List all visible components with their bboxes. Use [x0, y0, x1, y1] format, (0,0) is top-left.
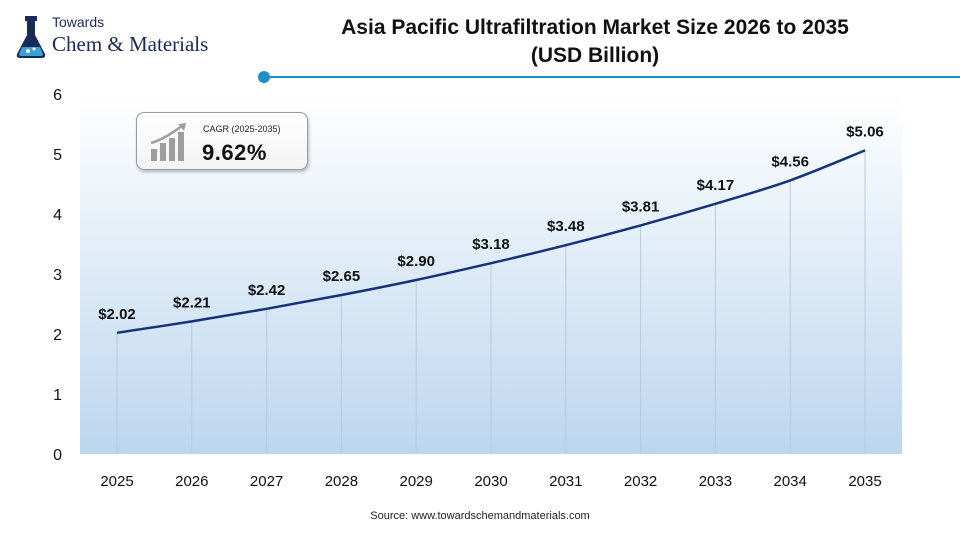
x-tick-label: 2032: [624, 473, 657, 490]
cagr-value: 9.62%: [202, 140, 267, 165]
data-label: $4.56: [771, 153, 809, 170]
chart-title: Asia Pacific Ultrafiltration Market Size…: [262, 14, 928, 70]
data-label: $2.42: [248, 282, 286, 299]
logo-text-chem-materials: Chem & Materials: [52, 32, 209, 56]
data-label: $4.17: [697, 177, 735, 194]
y-tick-label: 6: [53, 87, 62, 104]
x-tick-label: 2033: [699, 473, 732, 490]
x-tick-label: 2027: [250, 473, 283, 490]
x-tick-label: 2034: [774, 473, 807, 490]
data-label: $2.65: [323, 268, 361, 285]
chart-title-line2: (USD Billion): [530, 44, 660, 67]
header-rule-line: [270, 76, 960, 78]
y-tick-label: 4: [53, 207, 62, 224]
data-label: $3.81: [622, 198, 660, 215]
data-label: $2.90: [397, 253, 435, 270]
y-tick-label: 5: [53, 147, 62, 164]
chart-title-line1: Asia Pacific Ultrafiltration Market Size…: [341, 16, 849, 39]
x-tick-label: 2031: [549, 473, 582, 490]
data-label: $3.18: [472, 236, 510, 253]
y-tick-label: 2: [53, 327, 62, 344]
logo-text-towards: Towards: [52, 14, 105, 30]
data-label: $5.06: [846, 123, 884, 140]
x-tick-label: 2035: [848, 473, 881, 490]
brand-logo: Towards Chem & Materials: [14, 12, 254, 68]
x-tick-label: 2029: [400, 473, 433, 490]
data-label: $3.48: [547, 218, 585, 235]
x-tick-label: 2026: [175, 473, 208, 490]
bar-growth-arrow-icon: [150, 123, 186, 161]
y-tick-label: 1: [53, 387, 62, 404]
cagr-callout: CAGR (2025-2035) 9.62%: [136, 112, 308, 170]
flask-logo-icon: [16, 16, 46, 58]
data-label: $2.21: [173, 294, 211, 311]
data-label: $2.02: [98, 306, 136, 323]
y-tick-label: 3: [53, 267, 62, 284]
series-line: [116, 149, 866, 335]
x-tick-label: 2025: [100, 473, 133, 490]
x-tick-label: 2028: [325, 473, 358, 490]
header-rule-dot: [258, 71, 270, 83]
x-tick-label: 2030: [474, 473, 507, 490]
source-note: Source: www.towardschemandmaterials.com: [370, 510, 590, 522]
y-tick-label: 0: [53, 447, 62, 464]
cagr-label: CAGR (2025-2035): [203, 124, 281, 134]
